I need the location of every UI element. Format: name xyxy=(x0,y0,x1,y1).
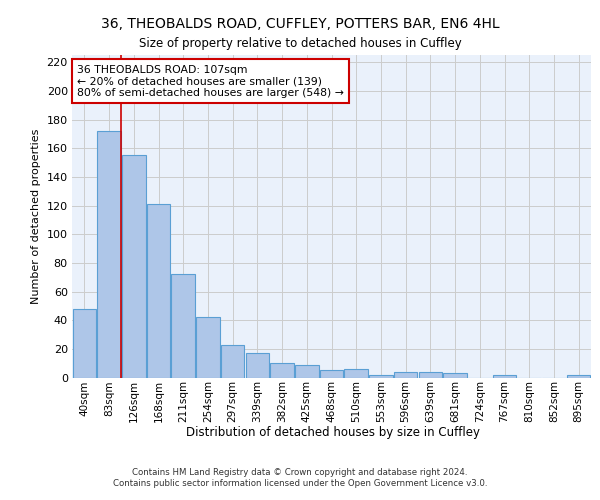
Text: 36 THEOBALDS ROAD: 107sqm
← 20% of detached houses are smaller (139)
80% of semi: 36 THEOBALDS ROAD: 107sqm ← 20% of detac… xyxy=(77,64,344,98)
Bar xyxy=(245,353,269,378)
Bar xyxy=(567,374,590,378)
Bar xyxy=(493,374,516,378)
Text: Distribution of detached houses by size in Cuffley: Distribution of detached houses by size … xyxy=(186,426,480,439)
Bar xyxy=(221,344,244,378)
Bar xyxy=(196,318,220,378)
Bar xyxy=(394,372,418,378)
Bar xyxy=(97,131,121,378)
Text: 36, THEOBALDS ROAD, CUFFLEY, POTTERS BAR, EN6 4HL: 36, THEOBALDS ROAD, CUFFLEY, POTTERS BAR… xyxy=(101,18,499,32)
Bar xyxy=(172,274,195,378)
Bar xyxy=(443,373,467,378)
Y-axis label: Number of detached properties: Number of detached properties xyxy=(31,128,41,304)
Bar xyxy=(73,308,96,378)
Text: Size of property relative to detached houses in Cuffley: Size of property relative to detached ho… xyxy=(139,38,461,51)
Bar xyxy=(320,370,343,378)
Bar xyxy=(271,363,294,378)
Bar xyxy=(147,204,170,378)
Bar xyxy=(122,156,146,378)
Bar xyxy=(419,372,442,378)
Bar xyxy=(295,364,319,378)
Bar xyxy=(369,374,392,378)
Bar xyxy=(344,369,368,378)
Text: Contains HM Land Registry data © Crown copyright and database right 2024.
Contai: Contains HM Land Registry data © Crown c… xyxy=(113,468,487,487)
